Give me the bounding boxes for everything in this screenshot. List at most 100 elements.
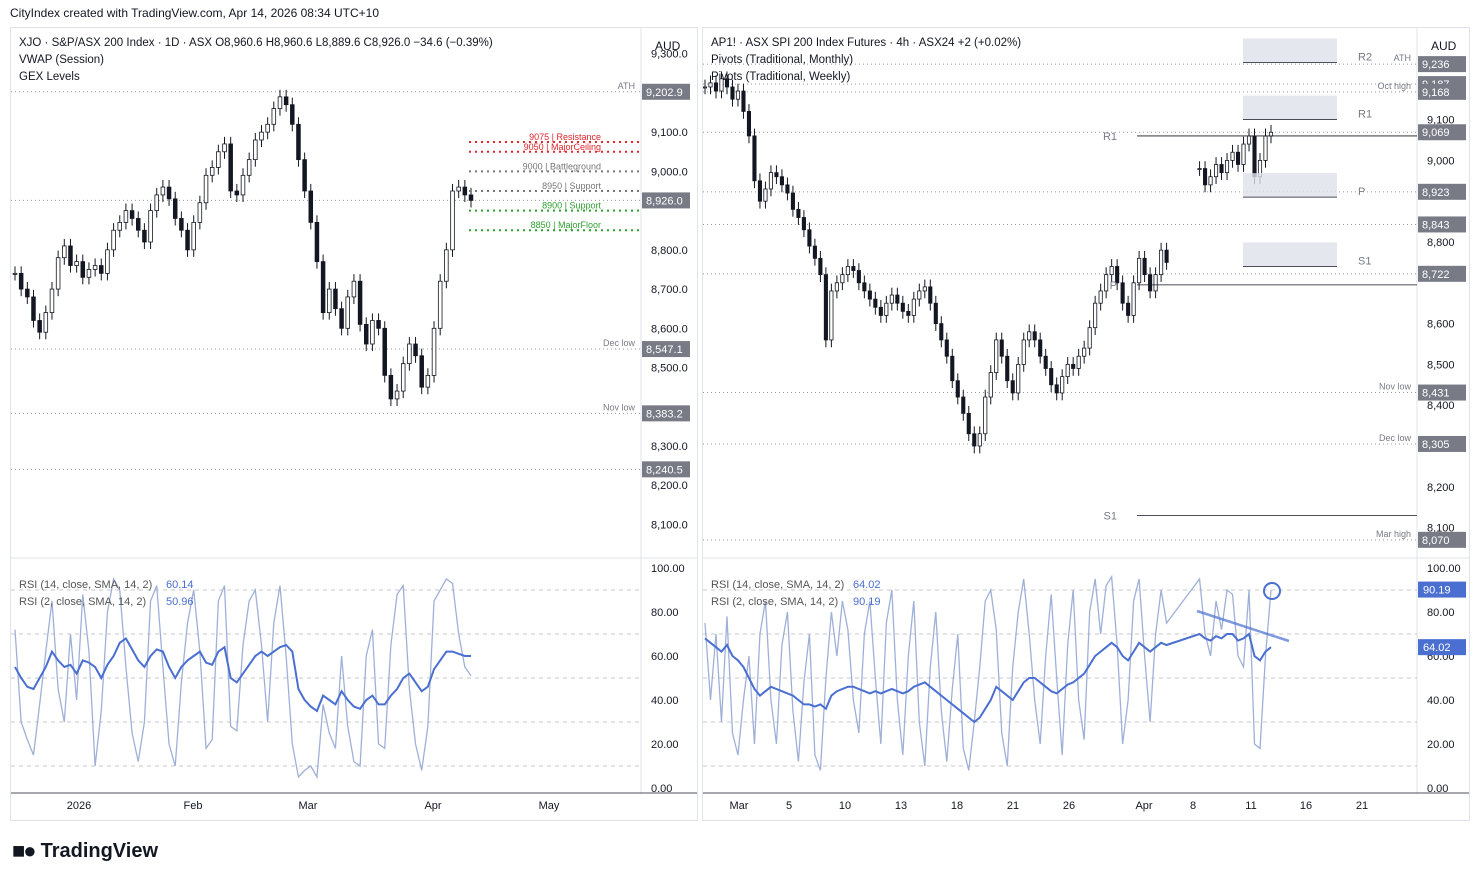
candle-body bbox=[796, 208, 801, 218]
candle-body bbox=[1065, 363, 1070, 378]
price-level-tag: Mar high bbox=[1376, 529, 1411, 539]
price-label-bg bbox=[1418, 56, 1466, 73]
price-tick-label: 9,100 bbox=[1427, 115, 1455, 127]
time-axis-label: 16 bbox=[1300, 800, 1312, 812]
monthly-pivot-label: P bbox=[1110, 280, 1117, 292]
candle-body bbox=[878, 306, 883, 316]
candle-body bbox=[357, 280, 363, 325]
candle-body bbox=[92, 265, 98, 270]
candle-body bbox=[166, 186, 172, 200]
candle-body bbox=[906, 310, 911, 316]
currency-label: AUD bbox=[1431, 39, 1457, 53]
rsi14-line bbox=[704, 632, 1272, 724]
currency-label: AUD bbox=[655, 39, 681, 53]
candle-body bbox=[1203, 168, 1208, 186]
candle-body bbox=[234, 190, 240, 196]
gex-level-label: 8950 | Support bbox=[542, 181, 601, 191]
price-tick-label: 9,000 bbox=[1427, 155, 1455, 167]
price-tick-label: 8,600.0 bbox=[651, 323, 688, 335]
time-axis-label: 18 bbox=[951, 800, 963, 812]
candle-body bbox=[1137, 257, 1142, 284]
candle-body bbox=[18, 272, 24, 290]
candle-body bbox=[1115, 266, 1120, 284]
candle-body bbox=[1213, 164, 1219, 178]
candle-body bbox=[370, 320, 375, 345]
candle-body bbox=[840, 274, 845, 284]
right-chart-panel[interactable]: AUD AP1! · ASX SPI 200 Index Futures · 4h… bbox=[702, 27, 1470, 821]
candle-body bbox=[867, 290, 872, 300]
time-axis-label: Apr bbox=[424, 800, 441, 812]
candle-body bbox=[117, 221, 123, 231]
candle-body bbox=[851, 266, 856, 271]
candle-body bbox=[922, 286, 927, 292]
time-axis-label: 26 bbox=[1063, 800, 1075, 812]
candle-body bbox=[1071, 363, 1076, 369]
rsi-tick-label: 100.00 bbox=[651, 563, 685, 575]
rsi-value-tag: 64.02 bbox=[1423, 642, 1451, 654]
candle-body bbox=[1093, 302, 1098, 329]
price-label: 8,240.5 bbox=[646, 464, 683, 476]
price-label-bg bbox=[1418, 183, 1466, 200]
legend-line: VWAP (Session) bbox=[19, 54, 104, 66]
time-axis-label: 2026 bbox=[67, 800, 91, 812]
left-chart-panel[interactable]: AUD XJO · S&P/ASX 200 Index · 1D · ASX O8… bbox=[10, 27, 698, 821]
candle-body bbox=[314, 221, 320, 263]
candle-body bbox=[37, 320, 42, 333]
candle-body bbox=[296, 123, 301, 161]
candle-body bbox=[142, 229, 147, 243]
candle-body bbox=[1032, 331, 1037, 341]
candle-body bbox=[752, 135, 757, 182]
candle-body bbox=[228, 143, 233, 192]
candle-body bbox=[944, 339, 949, 357]
price-label: 9,202.9 bbox=[646, 87, 683, 99]
legend-line: Pivots (Traditional, Monthly) bbox=[711, 54, 853, 66]
candle-body bbox=[928, 286, 933, 304]
weekly-pivot-label: R2 bbox=[1358, 51, 1372, 63]
candle-body bbox=[246, 159, 252, 176]
candle-body bbox=[450, 190, 455, 251]
candle-body bbox=[1252, 135, 1257, 178]
price-level-tag: Oct high bbox=[1377, 81, 1411, 91]
candle-body bbox=[327, 288, 332, 314]
candle-body bbox=[790, 192, 795, 210]
candle-body bbox=[977, 433, 982, 447]
candle-body bbox=[763, 188, 768, 202]
candle-body bbox=[1153, 274, 1158, 292]
weekly-pivot-zone bbox=[1243, 173, 1337, 198]
candle-body bbox=[407, 343, 412, 365]
price-label-bg bbox=[1418, 435, 1466, 452]
time-axis-label: 21 bbox=[1356, 800, 1368, 812]
candle-body bbox=[917, 290, 922, 300]
weekly-pivot-zone bbox=[1243, 95, 1337, 120]
chart-credit: CityIndex created with TradingView.com, … bbox=[10, 6, 379, 20]
price-tick-label: 8,100.0 bbox=[651, 519, 688, 531]
candle-body bbox=[884, 302, 889, 316]
candle-body bbox=[1268, 131, 1274, 137]
candle-body bbox=[216, 151, 221, 168]
candle-body bbox=[382, 327, 387, 376]
gex-level-label: 9075 | Resistance bbox=[529, 132, 601, 142]
tradingview-logo[interactable]: ■● TradingView bbox=[12, 838, 158, 864]
candle-body bbox=[1060, 376, 1065, 394]
price-level-tag: ATH bbox=[618, 81, 635, 91]
candle-body bbox=[413, 343, 418, 357]
candle-body bbox=[105, 249, 110, 274]
candle-body bbox=[1263, 135, 1268, 161]
candle-body bbox=[43, 312, 49, 333]
gex-level-label: 9000 | Battleground bbox=[523, 161, 601, 171]
candle-body bbox=[308, 190, 314, 223]
candle-body bbox=[345, 296, 351, 329]
candle-body bbox=[757, 180, 763, 202]
price-label: 8,431 bbox=[1422, 388, 1450, 400]
candle-body bbox=[955, 380, 960, 398]
candle-body bbox=[172, 198, 178, 219]
candle-body bbox=[49, 288, 55, 314]
price-tick-label: 8,300.0 bbox=[651, 441, 688, 453]
price-label: 8,843 bbox=[1422, 219, 1450, 231]
candle-body bbox=[62, 245, 67, 259]
candle-body bbox=[185, 229, 190, 251]
candle-body bbox=[74, 261, 79, 266]
price-tick-label: 9,300.0 bbox=[651, 49, 688, 61]
legend-line: XJO · S&P/ASX 200 Index · 1D · ASX O8,96… bbox=[19, 37, 493, 49]
candle-body bbox=[1142, 257, 1147, 276]
